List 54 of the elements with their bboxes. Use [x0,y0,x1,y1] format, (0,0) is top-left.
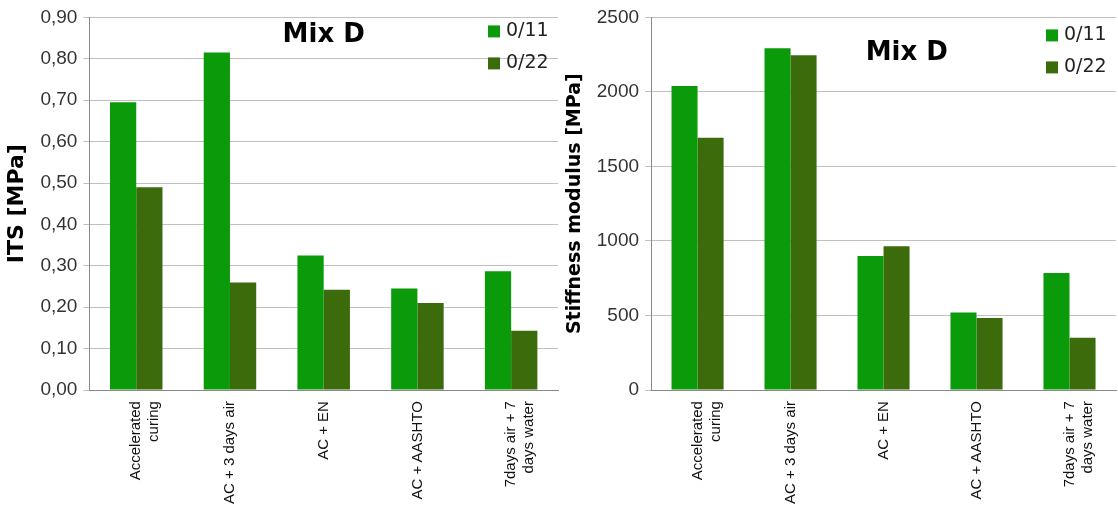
bar [790,55,817,390]
x-tick-label: AC + 3 days air [220,401,238,504]
x-tick-label: AC + EN [873,401,891,460]
x-tick-label: AC + AASHTO [966,401,984,500]
x-tick-label: 7days air + 7 days water [501,401,537,488]
bar [883,246,910,390]
y-axis-title: Stiffness modulus [MPa] [562,73,585,335]
y-axis-title: ITS [MPa] [2,144,28,264]
bar [857,255,884,390]
x-tick-label: AC + 3 days air [780,401,798,504]
legend-label: 0/22 [1064,54,1107,77]
y-tick-label: 0 [628,378,640,400]
y-tick-label: 0,60 [40,129,78,151]
legend-label: 0/11 [506,18,549,41]
y-tick-label: 1500 [596,154,640,176]
legend-label: 0/11 [1064,22,1107,45]
y-tick-label: 0,80 [40,47,78,69]
y-tick-label: 500 [607,303,640,325]
y-tick-label: 0,50 [40,171,78,193]
y-tick-label: 0,30 [40,254,78,276]
bar [229,282,257,390]
bar [110,102,137,390]
bar [950,312,977,390]
x-tick-label: 7days air + 7 days water [1059,401,1095,488]
bar [764,48,791,390]
bar [391,288,418,390]
bar [1043,273,1070,390]
x-tick-label: Accelerated curing [687,401,723,481]
y-tick-label: 0,40 [40,212,78,234]
x-tick-label: AC + EN [313,401,331,460]
y-tick-label: 0,10 [40,336,78,358]
bar [323,289,350,390]
bar [203,52,230,390]
text: Mix D [865,36,948,67]
legend-label: 0/22 [506,50,549,73]
y-tick-label: 2500 [596,5,640,27]
bar [417,303,444,390]
x-tick-label: Accelerated curing [126,401,162,481]
bar [297,255,324,390]
bar [697,137,724,390]
y-tick-label: 0,00 [40,378,78,400]
y-tick-label: 1000 [596,229,640,251]
y-tick-label: 0,90 [40,5,78,27]
x-tick-label: AC + AASHTO [407,401,425,500]
bar [1069,337,1096,390]
y-tick-label: 0,20 [40,295,78,317]
bar [976,317,1003,390]
chart-title: Mix D [282,18,365,49]
bar [671,85,698,390]
y-tick-label: 2000 [596,80,640,102]
bar [484,271,512,390]
y-tick-label: 0,70 [40,88,78,110]
bar [136,187,163,390]
bar [511,330,538,390]
